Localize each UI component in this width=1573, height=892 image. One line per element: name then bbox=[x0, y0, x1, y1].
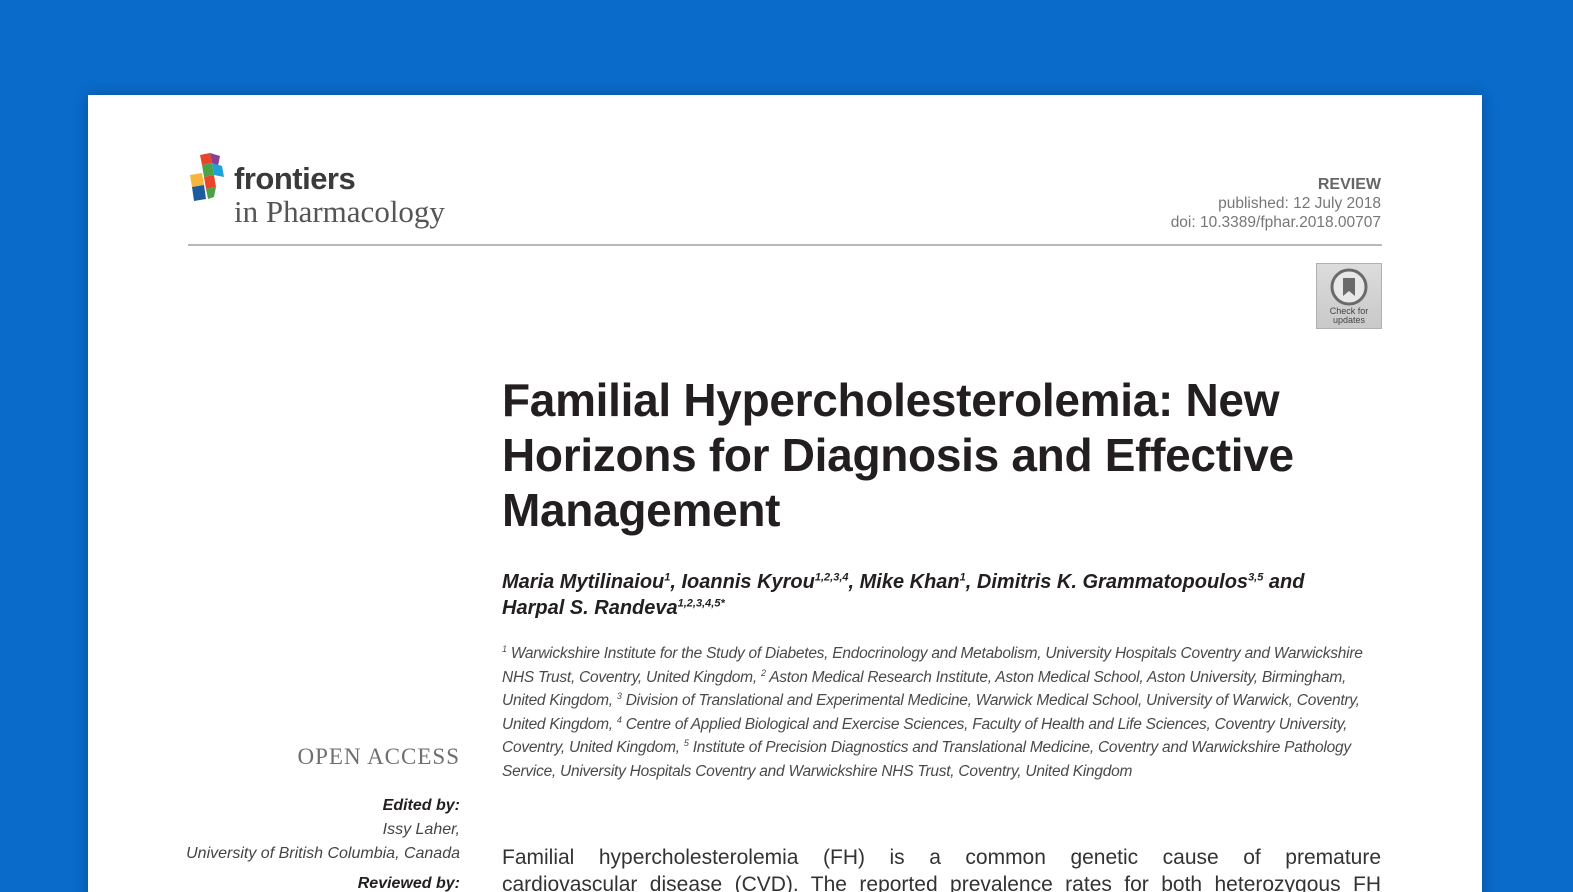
editor-name[interactable]: Issy Laher, bbox=[382, 821, 460, 838]
abstract-line: Familial hypercholesterolemia (FH) is a … bbox=[502, 846, 1381, 869]
logo-wordmark: frontiers bbox=[234, 161, 356, 196]
published-date: published: 12 July 2018 bbox=[1218, 195, 1381, 212]
author-affiliation-ref: 3,5 bbox=[1248, 571, 1264, 584]
check-for-updates-label: Check for updates bbox=[1329, 306, 1369, 325]
article-title: Familial Hypercholesterolemia: New Horiz… bbox=[502, 374, 1294, 536]
abstract-line: cardiovascular disease (CVD). The report… bbox=[502, 873, 1381, 892]
affiliation-number: 5 bbox=[683, 737, 689, 748]
author-separator: , bbox=[965, 571, 977, 593]
author-name[interactable]: Ioannis Kyrou bbox=[681, 571, 815, 593]
author-affiliation-ref: 1 bbox=[664, 571, 671, 584]
affiliation-text: Aston Medical Research Institute, Aston … bbox=[502, 668, 1347, 710]
affiliation-number: 3 bbox=[616, 690, 622, 701]
article-page: frontiers in Pharmacology REVIEW publish… bbox=[88, 95, 1482, 892]
affiliation-list: 1 Warwickshire Institute for the Study o… bbox=[502, 642, 1392, 783]
article-doi[interactable]: doi: 10.3389/fphar.2018.00707 bbox=[1170, 214, 1381, 231]
affiliation-text: Institute of Precision Diagnostics and T… bbox=[502, 739, 1351, 780]
open-access-label: OPEN ACCESS bbox=[297, 744, 460, 769]
author-name[interactable]: Mike Khan bbox=[859, 571, 960, 593]
editor-affiliation: University of British Columbia, Canada bbox=[186, 845, 460, 862]
reviewed-by-label: Reviewed by: bbox=[357, 875, 460, 892]
author-affiliation-ref: 1,2,3,4 bbox=[814, 571, 849, 584]
edited-by-label: Edited by: bbox=[382, 797, 460, 814]
affiliation-number: 4 bbox=[616, 714, 622, 725]
affiliation-text: Centre of Applied Biological and Exercis… bbox=[502, 715, 1348, 757]
check-for-updates-button[interactable]: Check for updates bbox=[1316, 263, 1382, 329]
author-separator: and bbox=[1263, 571, 1305, 593]
article-type: REVIEW bbox=[1317, 176, 1381, 193]
author-affiliation-ref: 1 bbox=[959, 571, 966, 584]
journal-logo[interactable]: frontiers in Pharmacology bbox=[188, 153, 488, 233]
author-name[interactable]: Harpal S. Randeva bbox=[502, 597, 678, 619]
affiliation-text: Division of Translational and Experiment… bbox=[502, 692, 1360, 733]
frontiers-logo-icon bbox=[190, 153, 224, 201]
author-list: Maria Mytilinaiou1, Ioannis Kyrou1,2,3,4… bbox=[502, 569, 1392, 621]
author-separator: , bbox=[848, 571, 860, 593]
affiliation-number: 1 bbox=[502, 643, 507, 654]
author-name[interactable]: Maria Mytilinaiou bbox=[502, 571, 665, 593]
abstract: Familial hypercholesterolemia (FH) is a … bbox=[502, 844, 1381, 892]
author-affiliation-ref: 1,2,3,4,5* bbox=[677, 597, 725, 610]
author-name[interactable]: Dimitris K. Grammatopoulos bbox=[976, 571, 1249, 593]
affiliation-text: Warwickshire Institute for the Study of … bbox=[502, 645, 1363, 686]
author-separator: , bbox=[670, 571, 682, 593]
logo-journal-name: in Pharmacology bbox=[234, 194, 445, 229]
article-meta: REVIEW published: 12 July 2018 doi: 10.3… bbox=[1171, 175, 1381, 232]
header-divider bbox=[188, 244, 1382, 246]
bookmark-icon bbox=[1330, 268, 1368, 306]
affiliation-number: 2 bbox=[760, 667, 766, 678]
